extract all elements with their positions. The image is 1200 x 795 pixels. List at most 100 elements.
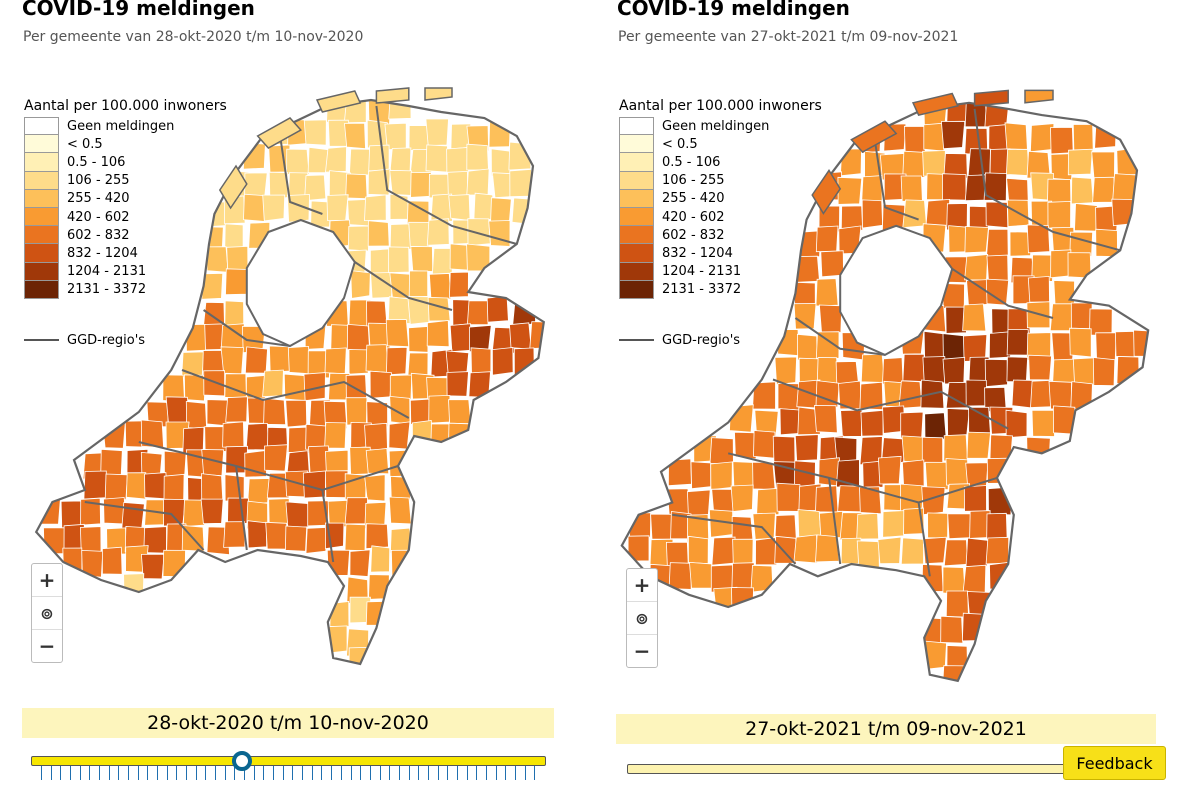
municipality[interactable] — [203, 370, 226, 397]
wadden-island[interactable] — [973, 89, 1009, 107]
municipality[interactable] — [324, 470, 349, 499]
municipality[interactable] — [986, 254, 1009, 282]
municipality[interactable] — [921, 486, 946, 516]
municipality[interactable] — [734, 431, 757, 460]
municipality[interactable] — [220, 346, 244, 375]
municipality[interactable] — [986, 512, 1008, 542]
municipality[interactable] — [752, 461, 776, 490]
municipality[interactable] — [901, 459, 925, 488]
municipality[interactable] — [861, 175, 883, 204]
municipality[interactable] — [227, 497, 250, 525]
municipality[interactable] — [185, 401, 208, 429]
municipality[interactable] — [840, 205, 864, 231]
municipality[interactable] — [345, 374, 368, 401]
municipality[interactable] — [794, 434, 819, 462]
municipality[interactable] — [711, 536, 736, 566]
municipality[interactable] — [37, 497, 61, 525]
municipality[interactable] — [302, 470, 327, 499]
municipality[interactable] — [1070, 381, 1093, 410]
municipality[interactable] — [446, 147, 470, 174]
municipality[interactable] — [1074, 203, 1098, 232]
municipality[interactable] — [490, 197, 512, 223]
municipality[interactable] — [1048, 380, 1072, 410]
municipality[interactable] — [859, 486, 882, 515]
wadden-island[interactable] — [1024, 89, 1054, 104]
municipality[interactable] — [425, 118, 449, 146]
municipality[interactable] — [1005, 148, 1030, 177]
municipality[interactable] — [1067, 148, 1093, 176]
municipality[interactable] — [1095, 228, 1118, 258]
municipality[interactable] — [877, 455, 902, 485]
municipality[interactable] — [927, 512, 949, 539]
municipality[interactable] — [466, 168, 490, 196]
wadden-island[interactable] — [424, 87, 453, 101]
municipality[interactable] — [428, 394, 451, 424]
municipality[interactable] — [389, 374, 413, 403]
municipality[interactable] — [772, 435, 796, 466]
municipality[interactable] — [924, 461, 950, 491]
municipality[interactable] — [815, 380, 840, 410]
municipality[interactable] — [750, 564, 774, 593]
municipality[interactable] — [900, 411, 924, 439]
municipality[interactable] — [428, 273, 452, 300]
municipality[interactable] — [731, 562, 755, 590]
municipality[interactable] — [1011, 379, 1035, 409]
municipality[interactable] — [942, 333, 965, 362]
municipality[interactable] — [140, 553, 165, 580]
municipality[interactable] — [1006, 329, 1031, 356]
locate-button[interactable]: ⊚ — [627, 602, 657, 635]
slider-handle[interactable] — [232, 751, 253, 771]
municipality[interactable] — [426, 218, 450, 246]
municipality[interactable] — [430, 193, 453, 223]
municipality[interactable] — [284, 525, 308, 552]
municipality[interactable] — [902, 353, 926, 383]
municipality[interactable] — [388, 93, 412, 120]
municipality[interactable] — [925, 198, 951, 228]
municipality[interactable] — [1028, 354, 1052, 381]
municipality[interactable] — [860, 353, 886, 383]
municipality[interactable] — [226, 245, 249, 273]
municipality[interactable] — [448, 271, 469, 298]
municipality[interactable] — [163, 473, 185, 501]
municipality[interactable] — [344, 497, 368, 525]
municipality[interactable] — [882, 357, 904, 386]
municipality[interactable] — [348, 349, 369, 375]
municipality[interactable] — [966, 431, 991, 459]
municipality[interactable] — [323, 400, 348, 430]
municipality[interactable] — [268, 345, 291, 373]
municipality[interactable] — [121, 502, 145, 530]
municipality[interactable] — [924, 412, 947, 441]
municipality[interactable] — [350, 270, 371, 299]
municipality[interactable] — [385, 346, 408, 376]
municipality[interactable] — [943, 539, 969, 567]
municipality[interactable] — [963, 485, 987, 512]
municipality[interactable] — [815, 485, 839, 513]
municipality[interactable] — [388, 496, 412, 525]
municipality[interactable] — [286, 148, 310, 175]
municipality[interactable] — [753, 430, 776, 459]
municipality[interactable] — [364, 474, 386, 502]
municipality[interactable] — [1092, 357, 1116, 387]
wadden-island[interactable] — [375, 87, 410, 104]
municipality[interactable] — [491, 347, 514, 376]
municipality-layer[interactable] — [37, 93, 551, 670]
municipality[interactable] — [793, 534, 819, 564]
feedback-button[interactable]: Feedback — [1063, 746, 1166, 780]
zoom-out-button[interactable]: − — [38, 634, 56, 658]
municipality[interactable] — [942, 356, 966, 385]
municipality[interactable] — [900, 537, 924, 565]
municipality[interactable] — [962, 564, 987, 593]
municipality[interactable] — [856, 512, 880, 540]
wadden-island[interactable] — [850, 120, 898, 153]
municipality[interactable] — [965, 537, 989, 568]
municipality[interactable] — [163, 450, 187, 477]
municipality[interactable] — [286, 194, 310, 223]
municipality[interactable] — [225, 268, 248, 296]
municipality[interactable] — [102, 546, 123, 575]
municipality[interactable] — [81, 549, 104, 578]
municipality[interactable] — [1049, 303, 1074, 332]
municipality[interactable] — [774, 356, 798, 386]
municipality[interactable] — [263, 397, 287, 426]
municipality[interactable] — [104, 473, 128, 501]
municipality[interactable] — [385, 319, 410, 348]
